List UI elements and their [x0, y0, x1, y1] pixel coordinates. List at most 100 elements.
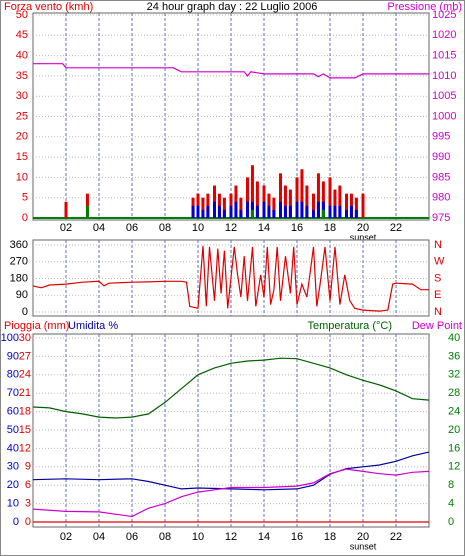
- x-tick-label: 06: [126, 531, 138, 543]
- series-line: [33, 63, 429, 79]
- bar: [250, 209, 254, 218]
- bar: [217, 205, 221, 218]
- bar: [305, 205, 309, 218]
- bar: [201, 197, 205, 218]
- bar: [267, 205, 271, 218]
- x-tick-label: 22: [390, 222, 402, 234]
- y3-tick-label: 12: [19, 442, 31, 454]
- y-tick-label: 50: [7, 424, 19, 436]
- y2-tick-label: 980: [432, 192, 450, 204]
- x-tick-label: 16: [291, 222, 303, 234]
- y2-tick-label: 985: [432, 171, 450, 183]
- x-tick-label: 02: [60, 531, 72, 543]
- x-tick-label: 10: [192, 531, 204, 543]
- y3-tick-label: 0: [25, 516, 31, 528]
- series-label: Forza vento (kmh): [4, 1, 93, 13]
- y3-tick-label: 24: [19, 369, 31, 381]
- annotation: sunset: [350, 232, 377, 242]
- bar: [361, 193, 365, 218]
- y-tick-label: 5: [22, 192, 28, 204]
- y2-tick-label: 36: [448, 350, 460, 362]
- bar: [255, 181, 259, 218]
- series-label: Pioggia (mm): [4, 320, 69, 332]
- bar: [316, 173, 320, 218]
- y3-tick-label: 27: [19, 350, 31, 362]
- bar: [333, 205, 337, 218]
- y3-tick-label: 6: [25, 479, 31, 491]
- x-tick-label: 14: [258, 222, 270, 234]
- bar: [333, 189, 337, 218]
- y2-tick-label: 28: [448, 387, 460, 399]
- y-tick-label: 60: [7, 406, 19, 418]
- y2-tick-label: 1005: [432, 90, 456, 102]
- y-tick-label: 0: [22, 306, 28, 318]
- y-tick-label: 50: [16, 9, 28, 21]
- y-tick-label: 40: [7, 442, 19, 454]
- bar: [229, 205, 233, 218]
- y2-tick-label: 8: [448, 479, 454, 491]
- y-tick-label: 90: [7, 350, 19, 362]
- y2-tick-label: 0: [448, 516, 454, 528]
- series-label: Umidita %: [68, 320, 118, 332]
- y2-tick-label: 1015: [432, 50, 456, 62]
- y-tick-label: 360: [10, 239, 28, 251]
- bar: [321, 209, 325, 218]
- y2-tick-label: 1020: [432, 29, 456, 41]
- x-tick-label: 04: [93, 531, 105, 543]
- y3-tick-label: 15: [19, 424, 31, 436]
- title: 24 hour graph day : 22 Luglio 2006: [147, 1, 318, 13]
- y-tick-label: 35: [16, 70, 28, 82]
- y3-tick-label: 3: [25, 498, 31, 510]
- bar: [196, 205, 200, 218]
- x-tick-label: 02: [60, 222, 72, 234]
- bar: [272, 197, 276, 218]
- x-tick-label: 08: [159, 222, 171, 234]
- bar: [345, 209, 348, 218]
- bar: [234, 201, 238, 218]
- bar: [305, 185, 309, 218]
- bar: [246, 177, 249, 218]
- x-tick-label: 04: [93, 222, 105, 234]
- bar: [283, 185, 287, 218]
- bar: [295, 177, 299, 218]
- y2-tick-label: 990: [432, 151, 450, 163]
- y-tick-label: 0: [22, 212, 28, 224]
- y2-tick-label: 12: [448, 461, 460, 473]
- y-tick-label: 25: [16, 110, 28, 122]
- bar: [201, 209, 205, 218]
- bar: [222, 197, 226, 218]
- y-tick-label: 100: [1, 332, 19, 344]
- bar: [250, 165, 254, 218]
- bar: [338, 205, 342, 218]
- bar: [338, 185, 342, 218]
- y2-tick-label: 32: [448, 369, 460, 381]
- bar: [328, 177, 332, 218]
- bar: [64, 201, 68, 218]
- x-tick-label: 18: [324, 222, 336, 234]
- bar: [272, 209, 276, 218]
- y-tick-label: 80: [7, 369, 19, 381]
- series-label: Temperatura (°C): [308, 320, 392, 332]
- series-line: [32, 451, 430, 491]
- y-tick-label: 20: [7, 479, 19, 491]
- y2-tick-label: N: [434, 306, 442, 318]
- y-tick-label: 40: [16, 50, 28, 62]
- bar: [288, 205, 292, 218]
- y-tick-label: 90: [16, 289, 28, 301]
- y-tick-label: 20: [16, 131, 28, 143]
- y3-tick-label: 9: [25, 461, 31, 473]
- y-tick-label: 15: [16, 151, 28, 163]
- x-tick-label: 18: [324, 531, 336, 543]
- y2-tick-label: 40: [448, 332, 460, 344]
- x-tick-label: 12: [225, 531, 237, 543]
- x-tick-label: 20: [357, 222, 369, 234]
- y2-tick-label: W: [434, 256, 445, 268]
- y2-tick-label: 1025: [432, 9, 456, 21]
- y2-tick-label: 1000: [432, 110, 456, 122]
- y2-tick-label: 24: [448, 406, 460, 418]
- y-tick-label: 270: [10, 256, 28, 268]
- y-tick-label: 10: [7, 498, 19, 510]
- y-tick-label: 10: [16, 171, 28, 183]
- bar: [255, 205, 259, 218]
